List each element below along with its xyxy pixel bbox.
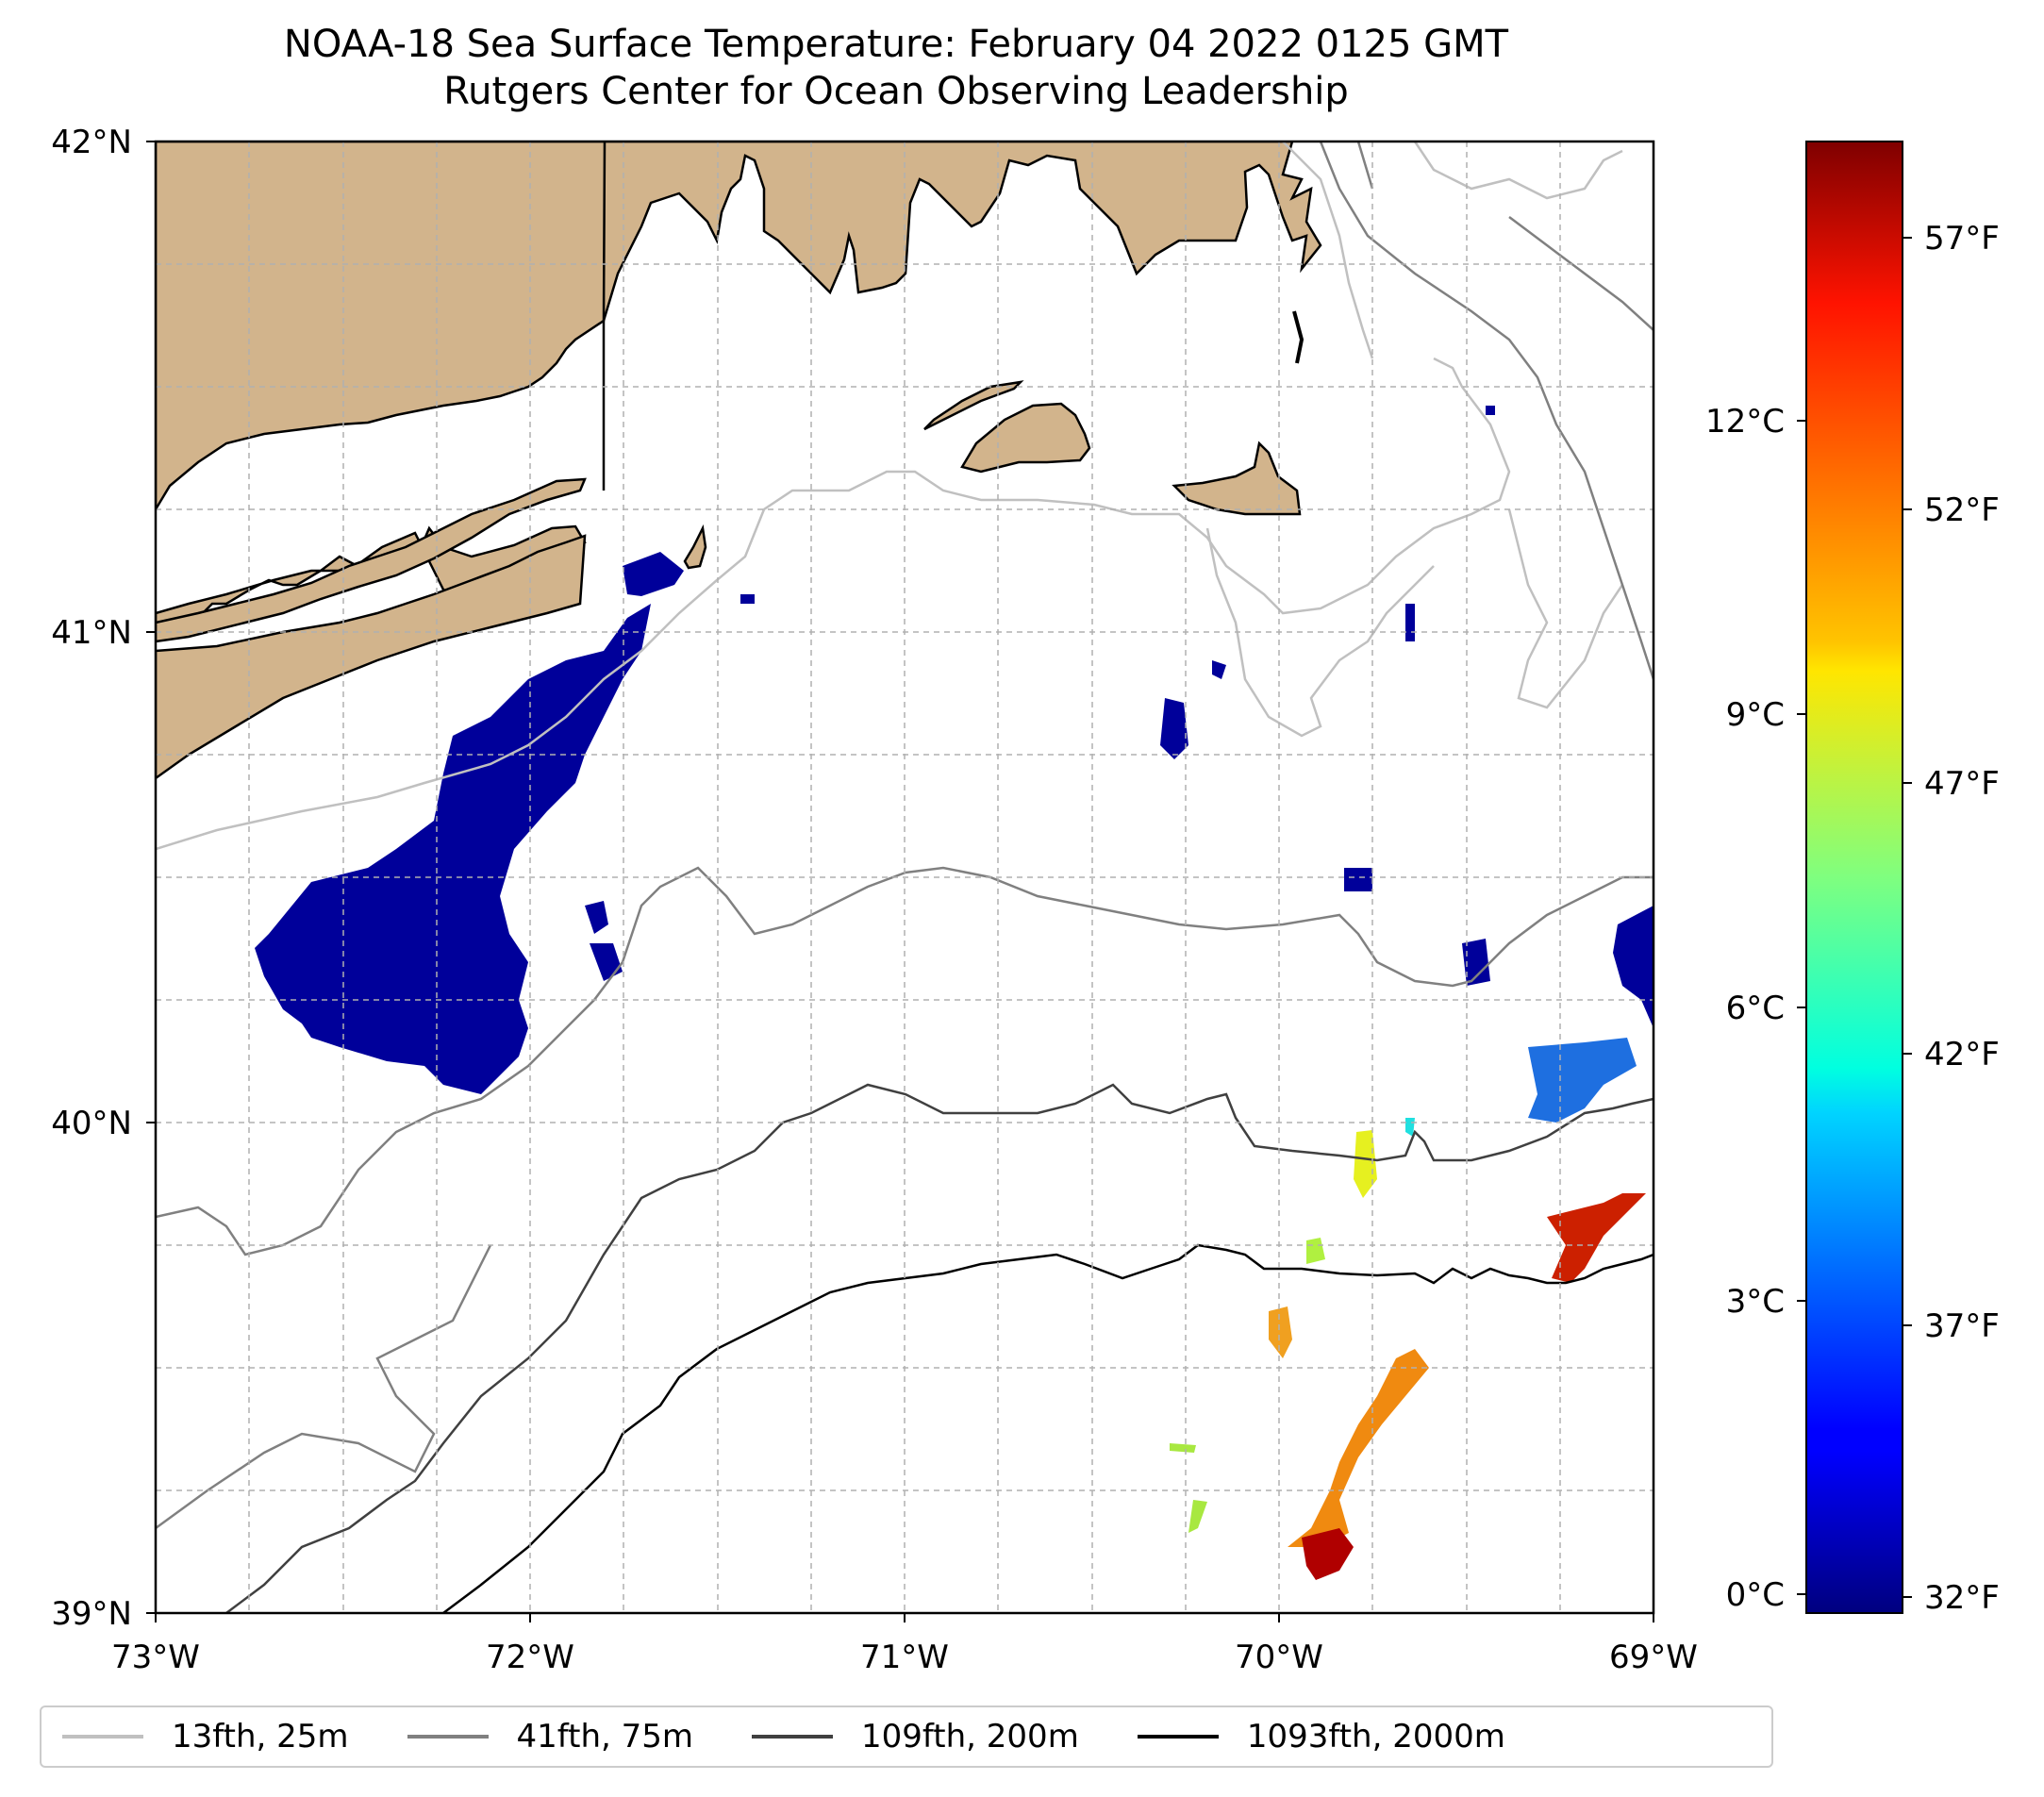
legend-item: 109fth, 200m [752, 1718, 1079, 1755]
colorbar-celsius-ticks [1797, 420, 1806, 1595]
land-elizabeth-islands [923, 380, 1024, 431]
sst-blue-patch [1528, 1038, 1637, 1123]
sst-darkred-patch [1302, 1528, 1354, 1580]
legend-line-swatch [407, 1735, 489, 1739]
contour-legend: 13fth, 25m 41fth, 75m 109fth, 200m 1093f… [40, 1705, 1773, 1768]
legend-item: 13fth, 25m [62, 1718, 349, 1755]
y-tick-label: 42°N [51, 124, 132, 161]
legend-label: 41fth, 75m [516, 1718, 694, 1755]
y-tick-label: 40°N [51, 1105, 132, 1142]
land-block-island [683, 524, 707, 570]
y-tick-label: 41°N [51, 614, 132, 652]
contour-25m [156, 141, 1624, 851]
state-boundary [602, 141, 607, 491]
fahrenheit-tick-label: 42°F [1924, 1036, 2000, 1073]
celsius-tick-label: 0°C [1726, 1576, 1785, 1614]
legend-item: 41fth, 75m [407, 1718, 694, 1755]
sst-orange-patch-a [1269, 1306, 1292, 1358]
land-long-island [156, 524, 587, 634]
legend-label: 109fth, 200m [861, 1718, 1079, 1755]
y-tick-label: 39°N [51, 1595, 132, 1633]
land-monomoy [1292, 310, 1305, 364]
x-tick-label: 71°W [860, 1639, 949, 1676]
contour-75m [156, 141, 1653, 1530]
legend-line-swatch [1137, 1735, 1219, 1739]
land-marthas-vineyard [960, 402, 1091, 474]
fahrenheit-tick-label: 52°F [1924, 491, 2000, 529]
sst-yellow-patch [1354, 1130, 1377, 1198]
contour-200m [225, 1083, 1653, 1613]
sst-lime-patch [1170, 1443, 1207, 1533]
celsius-tick-label: 3°C [1726, 1283, 1785, 1321]
legend-line-swatch [752, 1735, 834, 1739]
map-gridlines [156, 141, 1653, 1613]
colorbar [1805, 141, 1903, 1614]
celsius-tick-label: 6°C [1726, 990, 1785, 1027]
land-long-island-main [156, 534, 587, 780]
title-line-1: NOAA-18 Sea Surface Temperature: Februar… [283, 23, 1509, 66]
sst-red-patch [1547, 1193, 1646, 1283]
legend-item: 1093fth, 2000m [1137, 1718, 1505, 1755]
map-tick-marks [146, 141, 1654, 1622]
legend-label: 1093fth, 2000m [1246, 1718, 1505, 1755]
land-nantucket [1172, 441, 1302, 516]
fahrenheit-tick-label: 37°F [1924, 1307, 2000, 1345]
x-tick-label: 72°W [486, 1639, 574, 1676]
land-mainland [156, 141, 1322, 512]
sst-green-patch [1306, 1238, 1325, 1264]
x-tick-label: 70°W [1235, 1639, 1323, 1676]
fahrenheit-tick-label: 47°F [1924, 765, 2000, 803]
legend-label: 13fth, 25m [172, 1718, 349, 1755]
legend-line-swatch [62, 1735, 143, 1739]
fahrenheit-tick-label: 32°F [1924, 1579, 2000, 1617]
x-tick-label: 73°W [111, 1639, 200, 1676]
sst-orange-patch-b [1288, 1349, 1429, 1547]
land-long-island-south [156, 477, 587, 643]
x-tick-label: 69°W [1609, 1639, 1698, 1676]
colorbar-fahrenheit-ticks [1903, 237, 1912, 1598]
contour-2000m [442, 1243, 1653, 1613]
fahrenheit-tick-label: 57°F [1924, 220, 2000, 258]
celsius-tick-label: 9°C [1726, 696, 1785, 734]
celsius-tick-label: 12°C [1705, 403, 1785, 441]
title-line-2: Rutgers Center for Ocean Observing Leade… [443, 70, 1349, 113]
map-title: NOAA-18 Sea Surface Temperature: Februar… [0, 21, 1792, 115]
